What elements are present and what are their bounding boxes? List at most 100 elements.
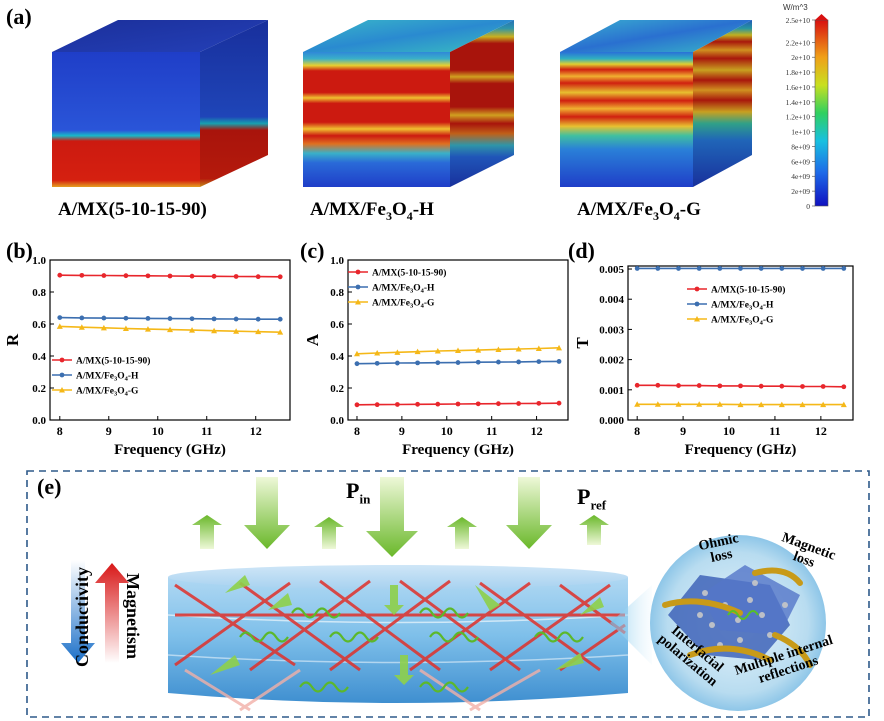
data-point <box>516 401 522 406</box>
data-point <box>779 383 785 389</box>
data-point <box>840 401 847 408</box>
legend-marker <box>59 357 65 363</box>
legend-entry: A/MX(5-10-15-90) <box>76 356 150 367</box>
data-point <box>634 401 641 407</box>
data-point <box>145 273 151 279</box>
colorbar-tick-label: 2.5e+10 <box>786 16 811 25</box>
data-point <box>374 349 381 356</box>
p-in-label: Pin <box>346 478 371 507</box>
data-point <box>496 401 501 407</box>
data-point <box>717 383 723 389</box>
data-point <box>738 383 743 389</box>
y-tick-label: 0.6 <box>32 319 46 331</box>
data-point <box>556 359 562 364</box>
data-point <box>758 401 765 408</box>
data-point <box>455 347 461 354</box>
cube-caption-3: A/MX/Fe3O4-G <box>577 199 701 223</box>
data-point <box>717 266 723 271</box>
data-point <box>101 315 107 321</box>
data-point <box>496 359 501 365</box>
legend-entry: A/MX/Fe3O4-H <box>76 372 139 383</box>
legend-marker <box>694 316 700 322</box>
data-point <box>800 384 805 389</box>
data-point <box>145 316 151 321</box>
incident-wave-arrows <box>244 477 552 557</box>
colorbar-tick-label: 8e+09 <box>791 142 810 151</box>
x-tick-label: 9 <box>680 424 686 438</box>
colorbar-tick-label: 0 <box>806 202 810 211</box>
colorbar-tick-label: 1.6e+10 <box>786 83 811 92</box>
data-point <box>233 316 239 322</box>
data-point <box>277 274 283 280</box>
legend-entry: A/MX(5-10-15-90) <box>372 268 446 279</box>
data-point <box>211 327 218 334</box>
x-axis-label: Frequency (GHz) <box>402 442 514 458</box>
data-point <box>634 266 640 271</box>
plot-frame <box>627 265 854 421</box>
x-axis-label: Frequency (GHz) <box>114 442 226 458</box>
legend-entry: A/MX/Fe3O4-G <box>711 316 774 327</box>
data-point <box>354 361 360 367</box>
data-point <box>211 273 217 279</box>
data-point <box>820 266 826 271</box>
data-point <box>696 383 702 388</box>
y-axis-label: T <box>573 337 592 349</box>
x-tick-label: 12 <box>531 424 543 438</box>
x-tick-label: 10 <box>441 424 453 438</box>
x-tick-label: 8 <box>634 424 640 438</box>
data-point <box>79 315 85 321</box>
data-point <box>738 266 743 271</box>
data-point <box>374 402 380 408</box>
y-axis-label: A <box>303 333 322 346</box>
y-tick-label: 0.005 <box>599 264 624 276</box>
colorbar-tick-label: 2e+10 <box>791 53 810 62</box>
data-point <box>799 401 806 408</box>
data-point <box>414 348 421 355</box>
mechanism-bubble <box>650 535 826 711</box>
legend-entry: A/MX/Fe3O4-H <box>711 301 774 312</box>
colorbar <box>814 14 829 207</box>
data-point <box>556 400 562 406</box>
data-point <box>495 346 502 352</box>
data-point <box>435 401 441 407</box>
legend-marker <box>59 387 65 393</box>
x-axis-label: Frequency (GHz) <box>685 442 797 458</box>
data-point <box>696 266 702 271</box>
data-point <box>634 382 640 388</box>
data-point <box>167 316 173 321</box>
data-point <box>353 350 360 357</box>
y-tick-label: 0.002 <box>599 355 624 367</box>
x-tick-label: 10 <box>723 424 735 438</box>
legend-marker <box>59 372 65 378</box>
legend-marker <box>694 286 700 292</box>
reflected-wave-arrows <box>192 515 609 549</box>
y-tick-label: 0.0 <box>330 415 344 427</box>
data-point <box>56 323 63 329</box>
legend-marker <box>355 269 361 275</box>
colorbar-tick-label: 1.4e+10 <box>786 98 811 107</box>
legend-marker <box>694 301 700 307</box>
data-point <box>841 266 847 271</box>
schematic-frame <box>26 470 870 718</box>
colorbar-tick-label: 6e+09 <box>791 157 810 166</box>
panel-label-b: (b) <box>6 238 33 263</box>
x-tick-label: 9 <box>106 424 112 438</box>
data-point <box>415 401 420 407</box>
chart-absorption: 8 9 10 11 12 0.0 0.2 0.4 0.6 0.8 1.0 Frequency (GHz… <box>303 255 569 458</box>
data-point <box>758 266 764 271</box>
data-point <box>167 326 173 333</box>
x-tick-label: 9 <box>399 424 405 438</box>
x-tick-label: 11 <box>769 424 780 438</box>
data-point <box>800 266 805 271</box>
data-point <box>394 360 400 366</box>
conductivity-arrow <box>61 560 95 663</box>
cube-amx <box>52 20 268 187</box>
y-tick-label: 0.0 <box>32 415 46 427</box>
data-point <box>475 347 482 353</box>
data-point <box>779 266 785 271</box>
data-point <box>123 273 129 279</box>
data-point <box>435 360 441 366</box>
data-point <box>354 402 360 408</box>
data-point <box>737 401 744 408</box>
y-tick-label: 1.0 <box>330 255 344 267</box>
